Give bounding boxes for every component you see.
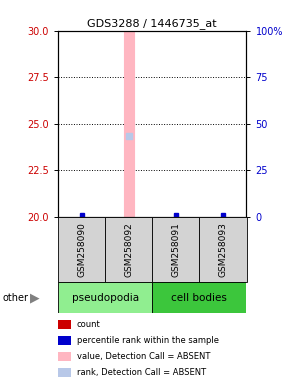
Bar: [58, 217, 105, 282]
Bar: [105, 217, 152, 282]
Text: value, Detection Call = ABSENT: value, Detection Call = ABSENT: [77, 352, 210, 361]
Text: GSM258091: GSM258091: [171, 222, 180, 277]
Text: count: count: [77, 320, 101, 329]
Bar: [58, 336, 71, 345]
Bar: [58, 282, 152, 313]
Text: percentile rank within the sample: percentile rank within the sample: [77, 336, 219, 345]
Bar: [152, 217, 200, 282]
Bar: [58, 352, 71, 361]
Text: rank, Detection Call = ABSENT: rank, Detection Call = ABSENT: [77, 368, 206, 377]
Text: GSM258090: GSM258090: [77, 222, 86, 277]
Bar: [58, 368, 71, 377]
Bar: [58, 320, 71, 329]
Bar: [200, 217, 246, 282]
Text: pseudopodia: pseudopodia: [72, 293, 139, 303]
Title: GDS3288 / 1446735_at: GDS3288 / 1446735_at: [88, 18, 217, 30]
Bar: [152, 282, 246, 313]
Text: GSM258093: GSM258093: [218, 222, 227, 277]
Text: other: other: [3, 293, 29, 303]
Text: GSM258092: GSM258092: [124, 222, 133, 277]
Text: ▶: ▶: [30, 291, 40, 304]
Text: cell bodies: cell bodies: [171, 293, 227, 303]
